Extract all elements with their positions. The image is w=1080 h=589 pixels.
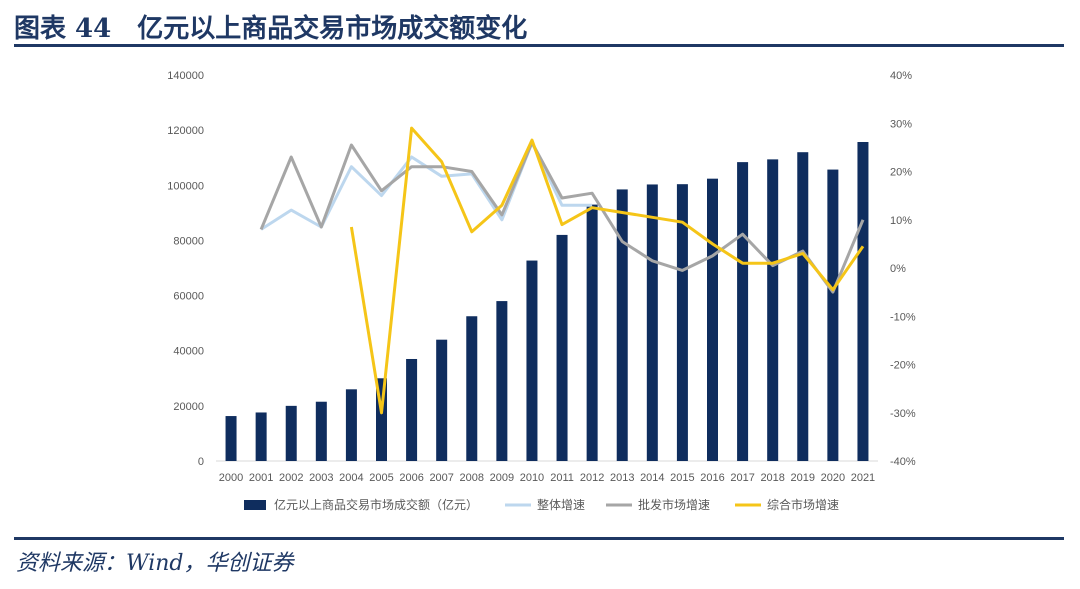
- y-right-tick-label: -10%: [890, 311, 916, 323]
- y-left-tick-label: 0: [198, 456, 204, 468]
- x-tick-label: 2021: [851, 472, 875, 484]
- bar: [707, 178, 718, 461]
- bar: [225, 416, 237, 461]
- legend-label: 批发市场增速: [638, 497, 710, 512]
- bar: [616, 189, 628, 461]
- bar: [586, 204, 598, 462]
- x-tick-label: 2000: [219, 472, 243, 484]
- page-title: 图表 44 亿元以上商品交易市场成交额变化: [14, 14, 528, 44]
- y-right-tick-label: 30%: [890, 118, 912, 130]
- x-tick-label: 2002: [279, 472, 303, 484]
- y-right-tick-label: -40%: [890, 456, 916, 468]
- y-right-tick-label: -20%: [890, 360, 916, 372]
- legend-label: 亿元以上商品交易市场成交额（亿元）: [274, 497, 478, 512]
- y-left-tick-label: 80000: [173, 235, 204, 247]
- y-left-tick-label: 20000: [173, 401, 204, 413]
- y-right-tick-label: 10%: [890, 215, 912, 227]
- legend-label: 整体增速: [537, 497, 585, 512]
- x-tick-label: 2006: [399, 472, 423, 484]
- x-tick-label: 2001: [249, 472, 273, 484]
- bar: [345, 389, 357, 461]
- bar: [255, 412, 267, 461]
- bar: [797, 152, 809, 461]
- chart: 0 20000 40000 60000 80000 100000 120000 140000 -…: [167, 70, 916, 512]
- x-tick-label: 2015: [670, 472, 694, 484]
- bar: [646, 184, 658, 462]
- bar: [406, 358, 418, 461]
- y-right-tick-label: 0%: [890, 263, 906, 275]
- x-tick-label: 2005: [369, 472, 393, 484]
- bar: [737, 162, 749, 461]
- source-divider: [14, 537, 1064, 540]
- y-left-tick-label: 120000: [167, 125, 204, 137]
- legend-swatch: [244, 500, 266, 510]
- series-line: [349, 126, 865, 415]
- x-tick-label: 2008: [460, 472, 484, 484]
- x-tick-label: 2017: [730, 472, 754, 484]
- bar: [436, 339, 448, 461]
- x-tick-label: 2014: [640, 472, 664, 484]
- y-left-tick-label: 60000: [173, 291, 204, 303]
- x-tick-label: 2009: [490, 472, 514, 484]
- x-tick-label: 2016: [700, 472, 724, 484]
- title-divider: [14, 44, 1064, 47]
- x-tick-label: 2012: [580, 472, 604, 484]
- bar: [376, 378, 387, 461]
- bar: [827, 169, 839, 461]
- x-tick-label: 2013: [610, 472, 634, 484]
- bar: [526, 260, 538, 461]
- series-line: [259, 141, 865, 294]
- y-right-tick-label: 20%: [890, 167, 912, 179]
- bar: [857, 141, 869, 461]
- x-tick-label: 2003: [309, 472, 333, 484]
- y-right-tick-label: 40%: [890, 70, 912, 82]
- x-tick-label: 2007: [429, 472, 453, 484]
- series-line: [260, 141, 593, 231]
- x-tick-label: 2010: [520, 472, 544, 484]
- x-tick-label: 2011: [550, 472, 574, 484]
- source-note: 资料来源：Wind，华创证券: [16, 551, 294, 576]
- y-left-tick-label: 40000: [173, 346, 204, 358]
- bar: [496, 301, 508, 461]
- legend-label: 综合市场增速: [767, 497, 839, 512]
- x-tick-label: 2019: [791, 472, 815, 484]
- bar: [315, 401, 327, 461]
- bar: [556, 234, 568, 461]
- x-tick-label: 2018: [760, 472, 784, 484]
- bar: [767, 159, 779, 461]
- y-left-tick-label: 100000: [167, 180, 204, 192]
- y-left-tick-label: 140000: [167, 70, 204, 82]
- bar: [466, 316, 478, 461]
- y-right-tick-label: -30%: [890, 408, 916, 420]
- x-tick-label: 2004: [339, 472, 363, 484]
- bar: [676, 184, 688, 461]
- x-tick-label: 2020: [821, 472, 845, 484]
- bar: [285, 405, 297, 461]
